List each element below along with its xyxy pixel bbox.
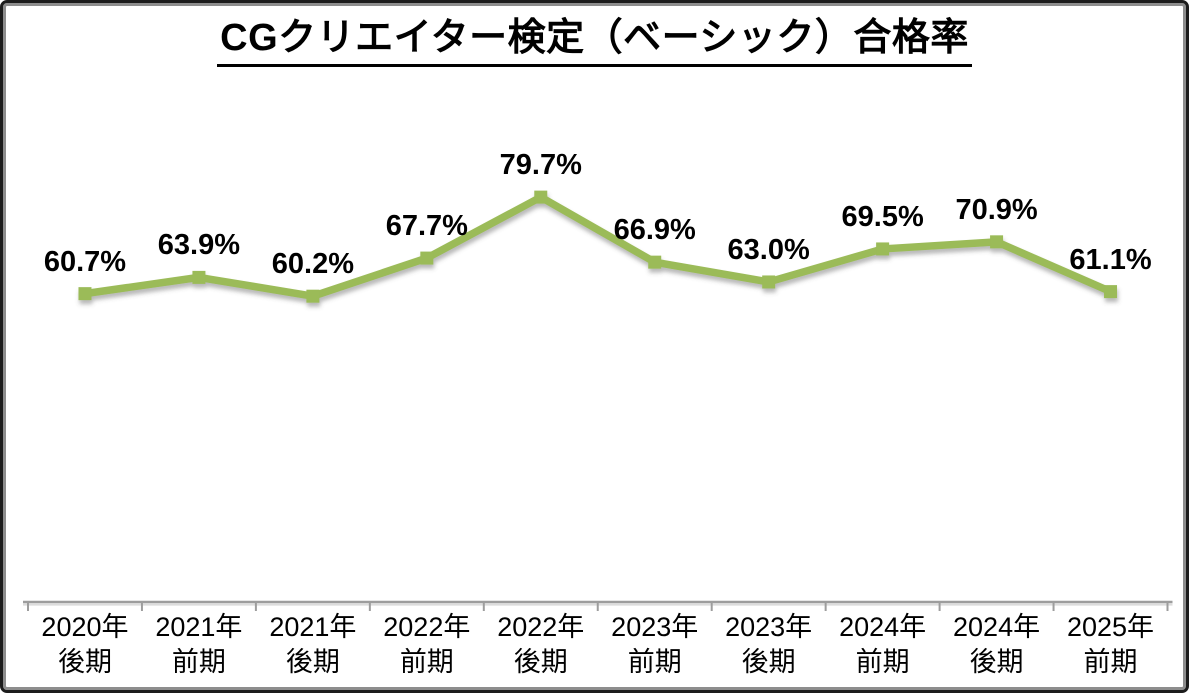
data-point-marker xyxy=(1104,285,1118,299)
data-point-marker xyxy=(306,289,320,303)
trend-line xyxy=(81,193,1115,300)
data-series xyxy=(78,190,1118,303)
data-point-marker xyxy=(534,190,548,204)
data-point-marker xyxy=(420,251,434,265)
data-point-marker xyxy=(648,255,662,269)
line-chart-plot xyxy=(23,190,1173,611)
data-point-marker xyxy=(990,235,1004,249)
data-point-marker xyxy=(192,270,206,284)
data-point-marker xyxy=(762,275,776,289)
data-point-marker xyxy=(876,242,890,256)
chart-title-row: CGクリエイター検定（ベーシック）合格率 xyxy=(3,17,1186,67)
data-point-marker xyxy=(78,287,92,301)
chart-title: CGクリエイター検定（ベーシック）合格率 xyxy=(217,17,972,67)
